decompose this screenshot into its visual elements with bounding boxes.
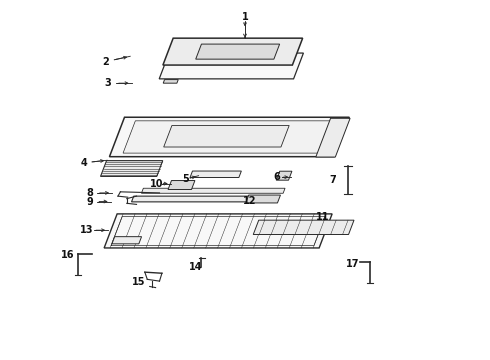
Text: 1: 1 — [242, 12, 248, 22]
Polygon shape — [100, 161, 163, 176]
Text: 16: 16 — [61, 250, 75, 260]
Polygon shape — [109, 117, 349, 157]
Text: 12: 12 — [243, 196, 257, 206]
Text: 3: 3 — [105, 78, 112, 88]
Text: 13: 13 — [79, 225, 93, 235]
Polygon shape — [253, 220, 354, 234]
Text: 10: 10 — [150, 179, 164, 189]
Polygon shape — [164, 126, 289, 147]
Polygon shape — [123, 121, 341, 153]
Polygon shape — [245, 195, 280, 203]
Text: 6: 6 — [273, 172, 280, 182]
Polygon shape — [163, 38, 303, 65]
Polygon shape — [316, 118, 350, 157]
Text: 14: 14 — [190, 262, 203, 272]
Polygon shape — [196, 44, 280, 59]
Text: 5: 5 — [182, 174, 189, 184]
Text: 9: 9 — [86, 197, 93, 207]
Text: 7: 7 — [330, 175, 336, 185]
Text: 11: 11 — [317, 212, 330, 221]
Polygon shape — [159, 53, 303, 79]
Text: 2: 2 — [102, 57, 109, 67]
Polygon shape — [112, 237, 142, 244]
Text: 15: 15 — [132, 277, 145, 287]
Polygon shape — [190, 171, 242, 177]
Polygon shape — [104, 214, 332, 248]
Polygon shape — [131, 196, 270, 202]
Polygon shape — [168, 180, 195, 189]
Text: 17: 17 — [346, 259, 359, 269]
Text: 4: 4 — [80, 158, 87, 168]
Polygon shape — [142, 188, 285, 193]
Text: 8: 8 — [86, 188, 93, 198]
Polygon shape — [276, 171, 292, 180]
Polygon shape — [163, 80, 178, 83]
